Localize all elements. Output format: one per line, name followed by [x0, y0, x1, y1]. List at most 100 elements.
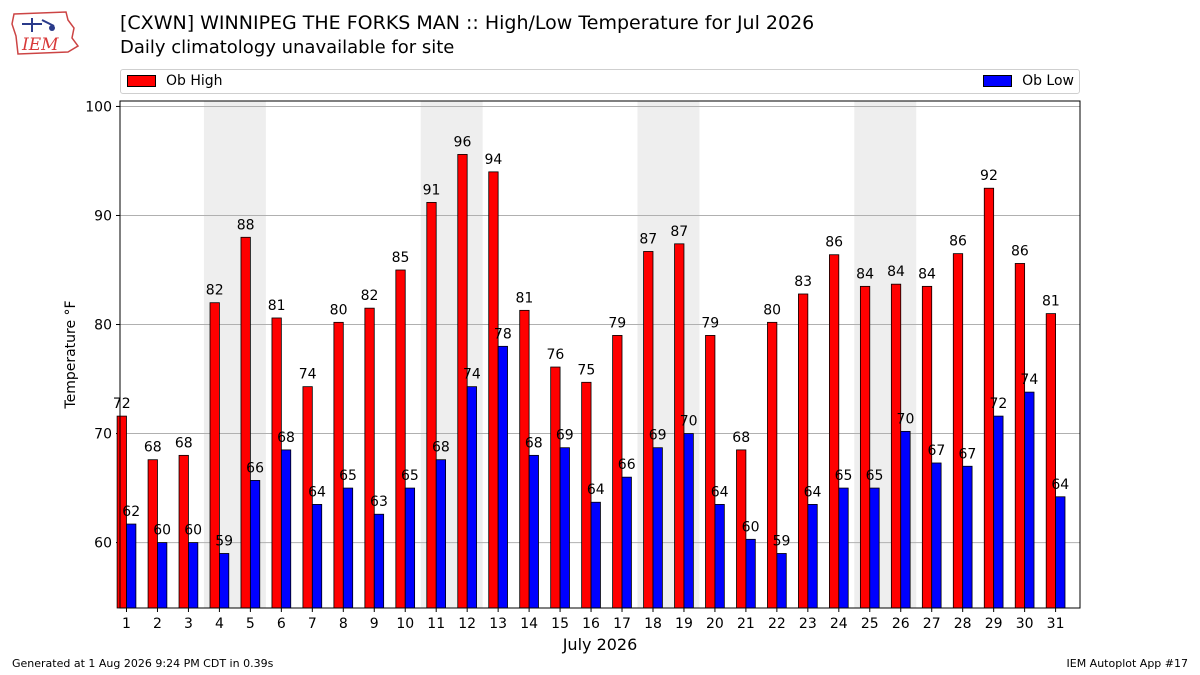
bar-high	[271, 317, 282, 609]
x-tick-label: 16	[582, 616, 600, 632]
bar-high	[859, 285, 871, 609]
data-label-low: 74	[1020, 372, 1038, 388]
bar-low	[404, 487, 416, 609]
legend-label-low: Ob Low	[1022, 73, 1074, 89]
data-label-low: 67	[928, 443, 946, 459]
bar-low	[869, 487, 880, 609]
data-label-low: 65	[866, 468, 884, 484]
bar-low	[900, 430, 911, 609]
x-tick-label: 9	[370, 616, 379, 632]
bar-high	[426, 201, 437, 609]
legend-item-high: Ob High	[127, 73, 223, 89]
legend-item-low: Ob Low	[983, 73, 1074, 89]
bar-high	[395, 269, 406, 609]
iem-logo: IEM	[11, 11, 80, 55]
data-label-high: 84	[918, 266, 936, 282]
chart-title: [CXWN] WINNIPEG THE FORKS MAN :: High/Lo…	[120, 12, 815, 34]
data-label-high: 86	[949, 234, 967, 250]
bar-high	[364, 307, 375, 609]
y-tick-label: 80	[94, 318, 112, 334]
x-tick-label: 29	[985, 616, 1003, 632]
data-label-high: 80	[330, 302, 348, 318]
data-label-low: 67	[958, 446, 976, 462]
x-tick-label: 3	[184, 616, 193, 632]
bar-high	[488, 171, 499, 609]
data-label-low: 68	[277, 430, 295, 446]
x-tick-label: 13	[489, 616, 507, 632]
bar-low	[590, 501, 601, 609]
bar-high	[705, 335, 716, 609]
legend-swatch-high	[127, 75, 156, 87]
data-label-low: 63	[370, 494, 388, 510]
data-label-high: 84	[887, 264, 905, 280]
bar-low	[497, 345, 508, 609]
data-label-low: 70	[680, 414, 698, 430]
bar-low	[807, 504, 818, 609]
y-axis-label: Temperature °F	[63, 300, 79, 409]
data-label-high: 81	[515, 290, 533, 306]
x-tick-label: 14	[520, 616, 538, 632]
bar-low	[962, 465, 973, 609]
bar-low	[931, 462, 942, 609]
data-label-low: 70	[897, 411, 915, 427]
x-tick-label: 17	[613, 616, 631, 632]
data-label-low: 64	[1051, 477, 1069, 493]
bar-low	[342, 487, 354, 609]
data-label-high: 83	[794, 274, 812, 290]
data-label-low: 60	[742, 519, 760, 535]
data-label-high: 80	[763, 302, 781, 318]
bar-low	[714, 504, 725, 609]
bar-low	[621, 476, 632, 609]
y-tick-label: 90	[94, 208, 112, 224]
data-label-high: 68	[175, 435, 193, 451]
bar-high	[519, 309, 530, 609]
x-tick-label: 7	[308, 616, 317, 632]
x-tick-label: 1	[122, 616, 131, 632]
x-tick-label: 24	[830, 616, 848, 632]
y-tick-label: 100	[85, 99, 112, 115]
data-label-high: 76	[546, 347, 564, 363]
x-tick-label: 2	[153, 616, 162, 632]
chart-legend: Ob High Ob Low	[120, 69, 1080, 94]
x-tick-label: 5	[246, 616, 255, 632]
data-label-high: 86	[825, 235, 843, 251]
data-label-low: 69	[556, 428, 574, 444]
bar-low	[683, 433, 694, 609]
bar-low	[311, 504, 323, 609]
data-label-high: 92	[980, 168, 998, 184]
x-tick-label: 30	[1016, 616, 1034, 632]
bar-high	[550, 366, 561, 609]
x-tick-label: 10	[396, 616, 414, 632]
data-label-low: 64	[308, 484, 326, 500]
bar-low	[280, 449, 292, 609]
x-tick-label: 4	[215, 616, 224, 632]
x-tick-label: 27	[923, 616, 941, 632]
bar-low	[745, 538, 756, 609]
bar-high	[798, 293, 809, 609]
data-label-low: 68	[525, 435, 543, 451]
bar-high	[829, 254, 840, 609]
data-label-high: 68	[144, 440, 162, 456]
bar-low	[373, 513, 385, 609]
bar-high	[1045, 313, 1056, 609]
data-label-high: 94	[485, 152, 503, 168]
bar-high	[890, 283, 902, 609]
data-label-low: 59	[773, 533, 791, 549]
data-label-high: 68	[732, 430, 750, 446]
data-label-low: 65	[401, 468, 419, 484]
x-tick-label: 12	[458, 616, 476, 632]
data-label-low: 72	[989, 396, 1007, 412]
bar-high	[767, 321, 778, 609]
bar-low	[188, 542, 199, 609]
legend-label-high: Ob High	[166, 73, 223, 89]
data-label-low: 66	[618, 457, 636, 473]
x-tick-label: 19	[675, 616, 693, 632]
bar-high	[952, 253, 964, 609]
bar-low	[249, 480, 261, 609]
data-label-low: 60	[153, 523, 171, 539]
data-label-low: 64	[804, 484, 822, 500]
svg-text:IEM: IEM	[21, 35, 59, 55]
bar-high	[240, 236, 251, 609]
data-label-low: 64	[711, 484, 729, 500]
bar-low	[157, 542, 168, 609]
